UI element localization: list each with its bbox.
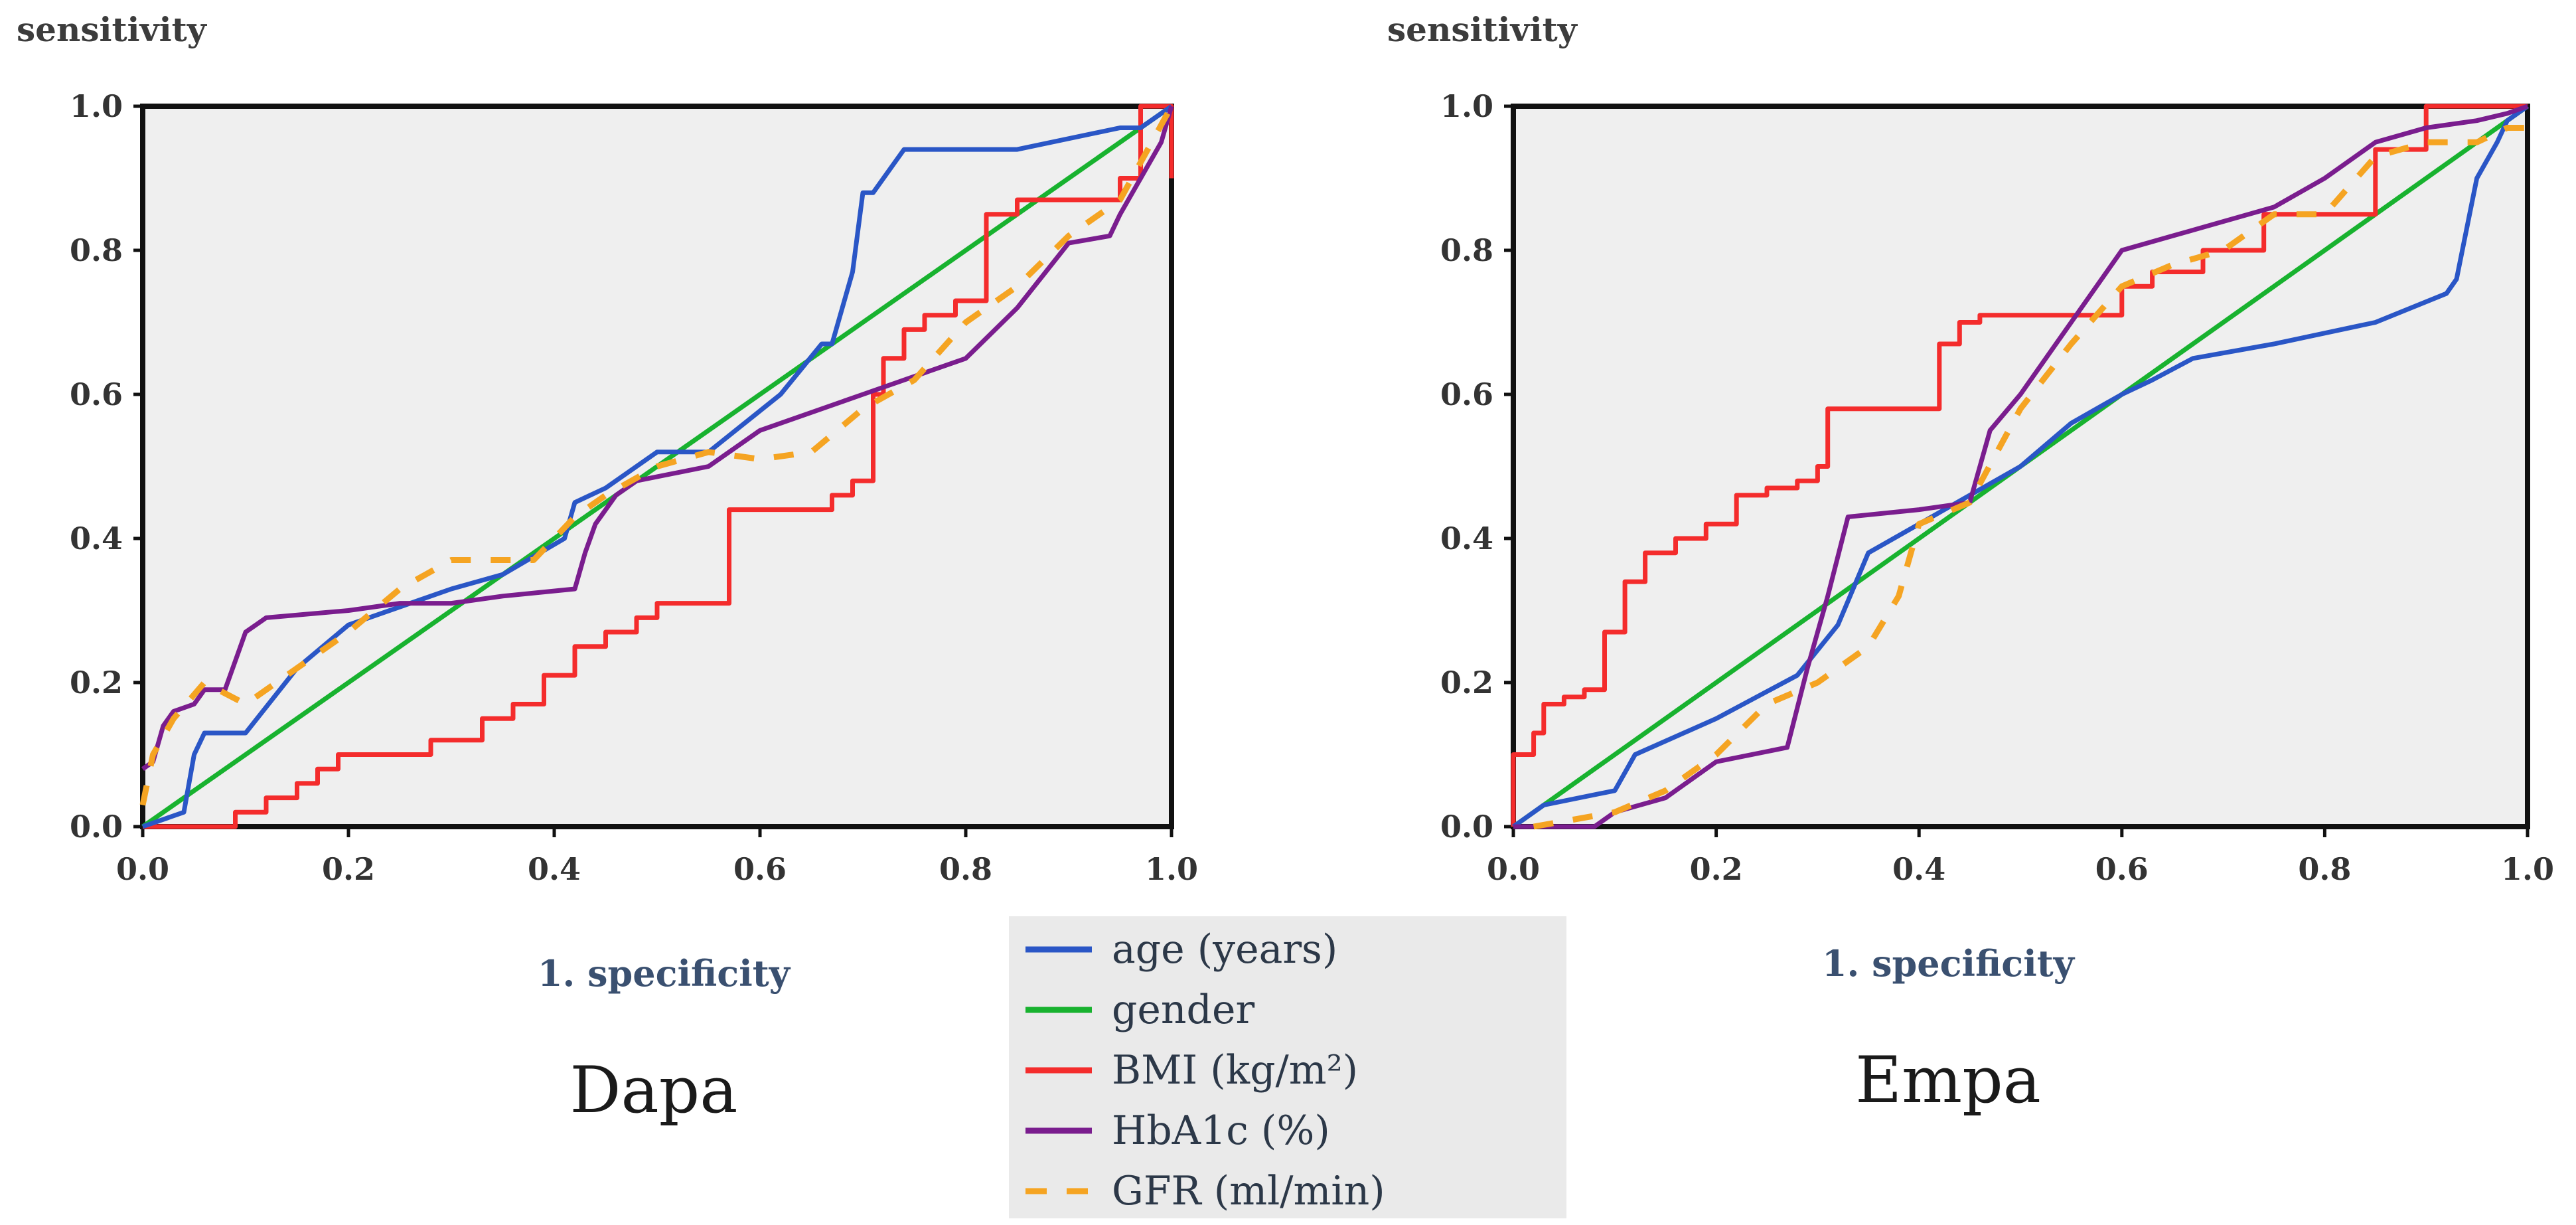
legend-label-gfr: GFR (ml/min): [1112, 1168, 1385, 1214]
y-ticks: 0.0 0.2 0.4 0.6 0.8 1.0: [70, 88, 143, 845]
y-tick-label: 0.8: [1440, 232, 1493, 268]
legend-label-gender: gender: [1112, 987, 1254, 1033]
x-tick-label: 0.4: [1892, 851, 1945, 887]
x-tick-label: 0.8: [939, 851, 992, 887]
x-tick-label: 0.2: [322, 851, 375, 887]
y-tick-label: 0.2: [1440, 665, 1493, 700]
y-tick-label: 0.6: [70, 376, 123, 412]
y-tick-label: 0.0: [70, 809, 123, 845]
y-tick-label: 0.4: [70, 521, 123, 556]
y-tick-label: 0.4: [1440, 521, 1493, 556]
chart-title: Empa: [1855, 1043, 2041, 1117]
y-tick-label: 1.0: [1440, 88, 1493, 124]
x-axis-label: 1. specificity: [1822, 942, 2076, 985]
legend-label-bmi: BMI (kg/m²): [1112, 1047, 1358, 1094]
series-line-gfr: [1533, 125, 2528, 830]
y-tick-label: 0.0: [1440, 809, 1493, 845]
legend-box: [1009, 916, 1566, 1218]
series-line-gfr: [139, 104, 1174, 806]
series-lines: [139, 104, 1174, 829]
chart-dapa: sensitivity 0.0 0.2 0.4 0.6 0.8 1.0 0.0 0.2 0.4…: [17, 10, 1198, 1127]
y-tick-label: 0.6: [1440, 376, 1493, 412]
series-line-age: [1511, 104, 2530, 829]
y-tick-label: 1.0: [70, 88, 123, 124]
series-line-hba1c: [141, 106, 1174, 772]
x-tick-label: 1.0: [1145, 851, 1198, 887]
y-axis-label: sensitivity: [17, 10, 208, 49]
x-tick-label: 0.8: [2298, 851, 2351, 887]
x-tick-label: 0.2: [1690, 851, 1743, 887]
x-tick-label: 0.0: [1487, 851, 1540, 887]
x-tick-label: 0.4: [528, 851, 581, 887]
x-ticks: 0.0 0.2 0.4 0.6 0.8 1.0: [116, 827, 1198, 887]
legend: age (years) gender BMI (kg/m²) HbA1c (%) GFR…: [1009, 916, 1566, 1218]
series-line-hba1c: [1513, 104, 2529, 829]
y-ticks: 0.0 0.2 0.4 0.6 0.8 1.0: [1440, 88, 1513, 845]
x-tick-label: 0.6: [733, 851, 787, 887]
x-tick-label: 0.6: [2095, 851, 2149, 887]
chart-title: Dapa: [570, 1053, 738, 1127]
x-axis-label: 1. specificity: [538, 952, 791, 995]
legend-label-age: age (years): [1112, 926, 1337, 973]
series-lines: [1511, 104, 2530, 830]
legend-label-hba1c: HbA1c (%): [1112, 1107, 1330, 1154]
series-line-age: [141, 104, 1174, 829]
chart-empa: sensitivity 0.0 0.2 0.4 0.6 0.8 1.0 0.0 0.2 0.4…: [1387, 10, 2554, 1117]
y-tick-label: 0.8: [70, 232, 123, 268]
series-line-bmi: [143, 104, 1174, 829]
x-tick-label: 0.0: [116, 851, 169, 887]
series-line-bmi: [1511, 104, 2528, 827]
y-axis-label: sensitivity: [1387, 10, 1578, 49]
y-tick-label: 0.2: [70, 665, 123, 700]
x-tick-label: 1.0: [2501, 851, 2554, 887]
x-ticks: 0.0 0.2 0.4 0.6 0.8 1.0: [1487, 827, 2554, 887]
